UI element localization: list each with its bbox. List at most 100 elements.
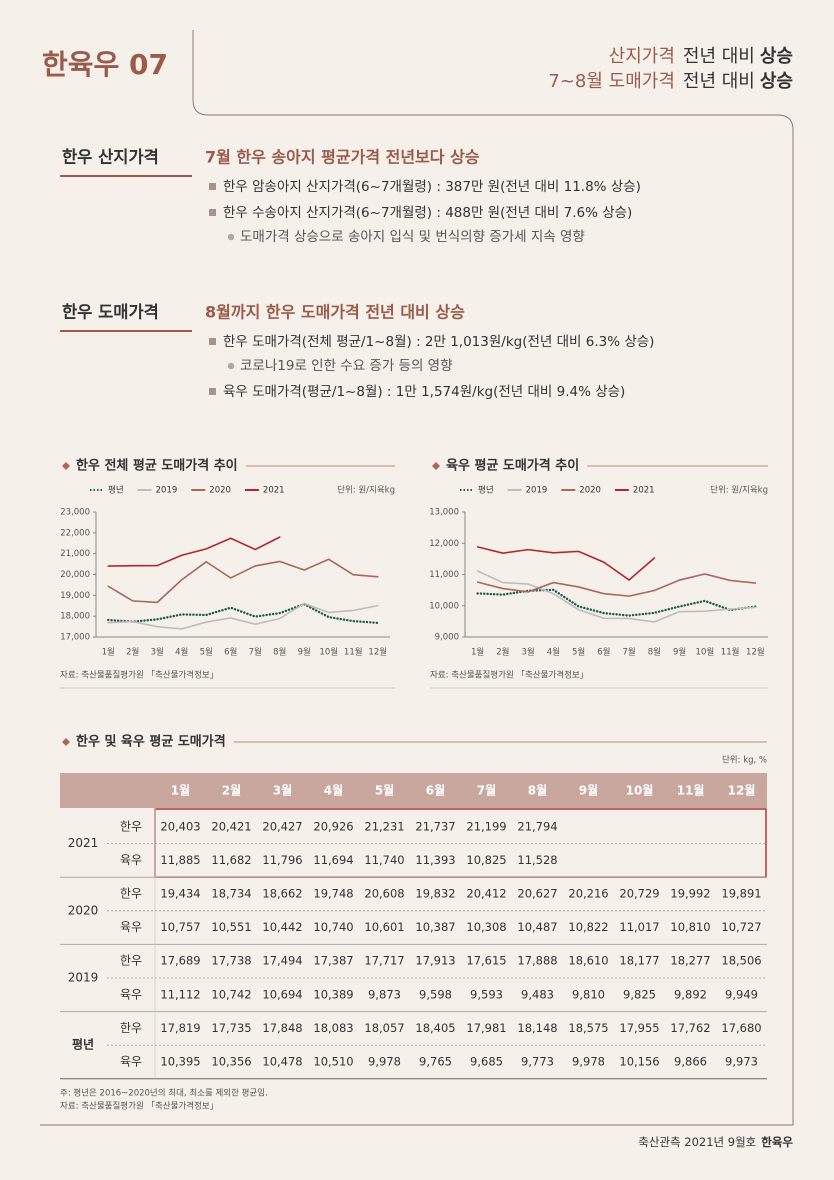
series-line xyxy=(107,536,281,567)
cell: 10,356 xyxy=(211,1055,251,1069)
legend-label: 평년 xyxy=(108,485,124,496)
cell: 17,494 xyxy=(262,954,302,968)
cell: 9,593 xyxy=(470,987,503,1001)
footer: 축산관측 2021년 9월호 한육우 xyxy=(638,1135,793,1149)
cell: 21,231 xyxy=(364,819,404,833)
bullet xyxy=(209,338,216,345)
footer-text: 축산관측 2021년 9월호 xyxy=(638,1135,756,1149)
cell: 11,796 xyxy=(262,853,302,867)
diamond xyxy=(432,462,440,470)
cell: 18,177 xyxy=(619,954,659,968)
cell: 20,729 xyxy=(619,887,659,901)
table-header: 2월 xyxy=(222,783,241,798)
x-tick-label: 9월 xyxy=(673,647,686,658)
cell: 17,762 xyxy=(670,1021,710,1035)
x-tick-label: 2월 xyxy=(126,647,139,658)
row-type: 육우 xyxy=(120,920,142,934)
cell: 18,405 xyxy=(415,1021,455,1035)
block-title: 한우 전체 평균 도매가격 추이 xyxy=(76,458,238,474)
header-line: 산지가격 전년 대비 상승 xyxy=(609,46,793,67)
cell: 11,885 xyxy=(160,853,200,867)
sub-bullet xyxy=(227,233,235,241)
note-text: 도매가격 상승으로 송아지 입식 및 번식의향 증가세 지속 영향 xyxy=(240,229,585,245)
legend-label: 2020 xyxy=(209,486,231,496)
row-type: 한우 xyxy=(120,819,142,833)
table-header: 10월 xyxy=(626,783,654,798)
legend-label: 2021 xyxy=(263,486,285,496)
x-tick-label: 6월 xyxy=(597,647,610,658)
section-heading: 한우 산지가격 xyxy=(62,148,159,167)
x-tick-label: 10월 xyxy=(696,647,715,658)
legend-label: 2019 xyxy=(156,486,178,496)
cell: 18,734 xyxy=(211,887,251,901)
series-line xyxy=(476,546,656,581)
table-header: 5월 xyxy=(375,783,394,798)
y-tick-label: 23,000 xyxy=(60,508,90,518)
header-emph: 상승 xyxy=(760,46,793,67)
cell: 10,825 xyxy=(466,853,506,867)
y-tick-label: 9,000 xyxy=(435,633,459,643)
x-tick-label: 12월 xyxy=(746,647,765,658)
series-line xyxy=(107,602,379,625)
x-tick-label: 1월 xyxy=(471,647,484,658)
cell: 11,017 xyxy=(619,920,659,934)
row-type: 육우 xyxy=(120,987,142,1001)
y-tick-label: 19,000 xyxy=(60,591,90,601)
cell: 17,981 xyxy=(466,1021,506,1035)
y-tick-label: 10,000 xyxy=(429,601,459,611)
x-tick-label: 4월 xyxy=(547,647,560,658)
y-tick-label: 21,000 xyxy=(60,549,90,559)
row-type: 한우 xyxy=(120,887,142,901)
cell: 10,395 xyxy=(160,1055,200,1069)
cell: 17,735 xyxy=(211,1021,251,1035)
section-title: 7월 한우 송아지 평균가격 전년보다 상승 xyxy=(205,148,480,167)
cell: 9,685 xyxy=(470,1055,503,1069)
cell: 9,978 xyxy=(368,1055,401,1069)
bullet-text: 한우 도매가격(전체 평균/1~8월) : 2만 1,013원/kg(전년 대비… xyxy=(223,334,654,350)
y-tick-label: 18,000 xyxy=(60,612,90,622)
cell: 9,483 xyxy=(521,987,554,1001)
table-header: 11월 xyxy=(677,783,705,798)
cell: 20,627 xyxy=(517,887,557,901)
cell: 18,662 xyxy=(262,887,302,901)
header-label: 산지가격 xyxy=(609,46,675,67)
series-line xyxy=(476,588,757,617)
cell: 18,506 xyxy=(721,954,761,968)
header-emph: 상승 xyxy=(760,71,793,92)
cell: 10,442 xyxy=(262,920,302,934)
x-tick-label: 4월 xyxy=(175,647,188,658)
cell: 9,973 xyxy=(725,1055,758,1069)
cell: 9,825 xyxy=(623,987,656,1001)
cell: 19,434 xyxy=(160,887,200,901)
cell: 10,478 xyxy=(262,1055,302,1069)
frame xyxy=(40,30,794,1126)
cell: 18,277 xyxy=(670,954,710,968)
header-text: 전년 대비 xyxy=(683,71,755,92)
cell: 20,427 xyxy=(262,819,302,833)
year-label: 평년 xyxy=(72,1038,94,1052)
cell: 20,608 xyxy=(364,887,404,901)
x-tick-label: 10월 xyxy=(319,647,338,658)
cell: 17,738 xyxy=(211,954,251,968)
cell: 17,848 xyxy=(262,1021,302,1035)
x-tick-label: 3월 xyxy=(151,647,164,658)
y-tick-label: 13,000 xyxy=(429,508,459,518)
cell: 21,199 xyxy=(466,819,506,833)
cell: 11,393 xyxy=(415,853,455,867)
cell: 21,794 xyxy=(517,819,557,833)
cell: 17,955 xyxy=(619,1021,659,1035)
x-tick-label: 8월 xyxy=(273,647,286,658)
row-type: 육우 xyxy=(120,853,142,867)
x-tick-label: 1월 xyxy=(102,647,115,658)
cell: 10,487 xyxy=(517,920,557,934)
diamond xyxy=(62,738,70,746)
cell: 10,757 xyxy=(160,920,200,934)
series-line xyxy=(476,570,757,623)
cell: 18,057 xyxy=(364,1021,404,1035)
cell: 17,819 xyxy=(160,1021,200,1035)
cell: 9,873 xyxy=(368,987,401,1001)
cell: 19,891 xyxy=(721,887,761,901)
cell: 20,926 xyxy=(313,819,353,833)
cell: 9,949 xyxy=(725,987,758,1001)
x-tick-label: 12월 xyxy=(368,647,387,658)
